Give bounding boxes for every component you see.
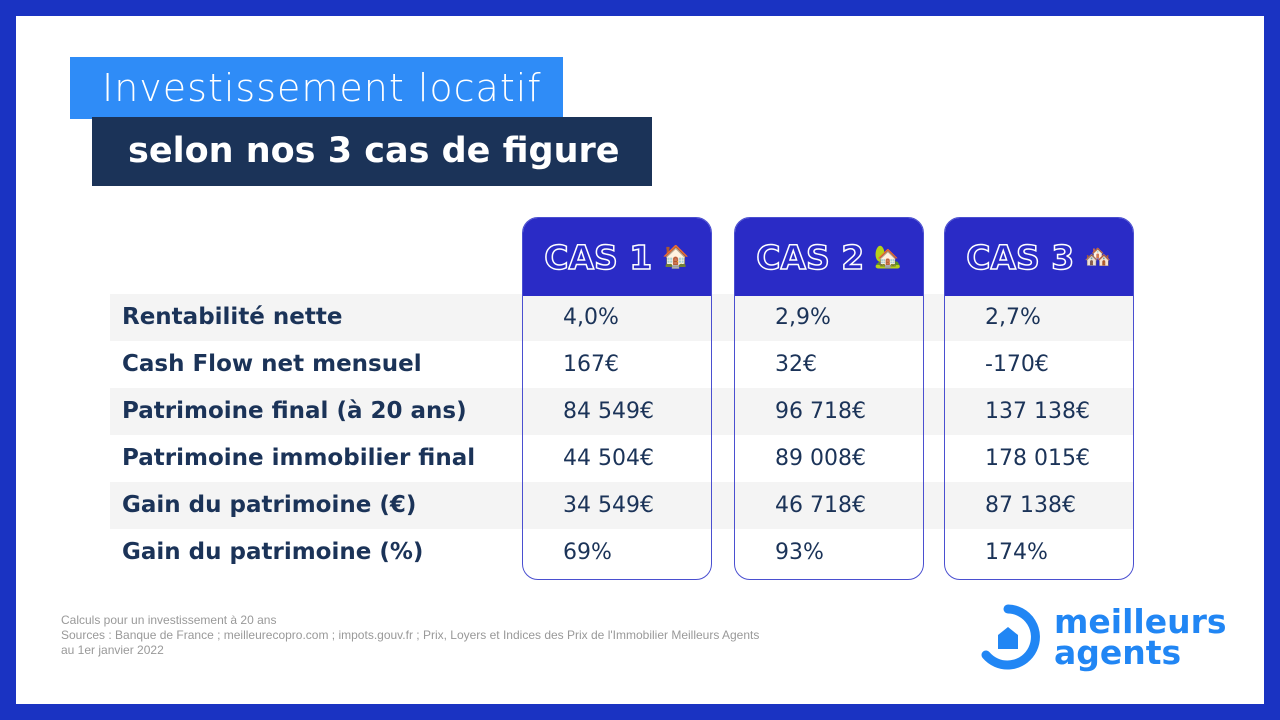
case-column-3: CAS 3 🏘️ [944,217,1134,580]
table-row: Patrimoine immobilier final [110,435,1133,482]
cell-value: 44 504€ [563,446,654,471]
logo-text: meilleurs [1054,602,1227,641]
cell-value: 69% [563,540,612,565]
row-label: Patrimoine immobilier final [122,445,476,471]
case-header: CAS 3 🏘️ [945,218,1133,296]
footnote-line: Calculs pour un investissement à 20 ans [61,613,277,627]
table-row: Patrimoine final (à 20 ans) [110,388,1133,435]
logo-text: agents [1054,633,1182,672]
case-title: CAS 3 [966,237,1075,278]
cell-value: 174% [985,540,1048,565]
cell-value: 2,9% [775,305,831,330]
cell-value: 4,0% [563,305,619,330]
cell-value: 84 549€ [563,399,654,424]
case-title: CAS 1 [544,237,653,278]
footnote: Calculs pour un investissement à 20 ans … [61,613,759,658]
footnote-line: Sources : Banque de France ; meilleureco… [61,628,760,642]
table-row: Cash Flow net mensuel [110,341,1133,388]
cell-value: 178 015€ [985,446,1090,471]
meilleurs-agents-logo: meilleurs agents [974,603,1227,671]
case-column-2: CAS 2 🏡 [734,217,924,580]
cell-value: 87 138€ [985,493,1076,518]
cell-value: 96 718€ [775,399,866,424]
house-icon: 🏘️ [1084,244,1112,269]
title-line-2: selon nos 3 cas de figure [92,117,652,186]
cell-value: 34 549€ [563,493,654,518]
case-header: CAS 2 🏡 [735,218,923,296]
cell-value: 32€ [775,352,817,377]
row-label: Gain du patrimoine (%) [122,539,424,565]
cell-value: 46 718€ [775,493,866,518]
case-column-1: CAS 1 🏠 [522,217,712,580]
case-title: CAS 2 [756,237,865,278]
table-row: Gain du patrimoine (%) [110,529,1133,576]
row-label: Patrimoine final (à 20 ans) [122,398,467,424]
row-label: Gain du patrimoine (€) [122,492,417,518]
cell-value: 137 138€ [985,399,1090,424]
case-header: CAS 1 🏠 [523,218,711,296]
table-row: Rentabilité nette [110,294,1133,341]
cell-value: 89 008€ [775,446,866,471]
cell-value: 93% [775,540,824,565]
logo-house-icon [981,604,1040,670]
row-label: Cash Flow net mensuel [122,351,422,377]
cell-value: 167€ [563,352,619,377]
footnote-line: au 1er janvier 2022 [61,643,164,657]
house-icon: 🏠 [662,244,690,269]
house-icon: 🏡 [874,244,902,269]
table-row: Gain du patrimoine (€) [110,482,1133,529]
cell-value: -170€ [985,352,1049,377]
cell-value: 2,7% [985,305,1041,330]
row-label: Rentabilité nette [122,304,343,330]
title-line-1: Investissement locatif [70,57,563,119]
